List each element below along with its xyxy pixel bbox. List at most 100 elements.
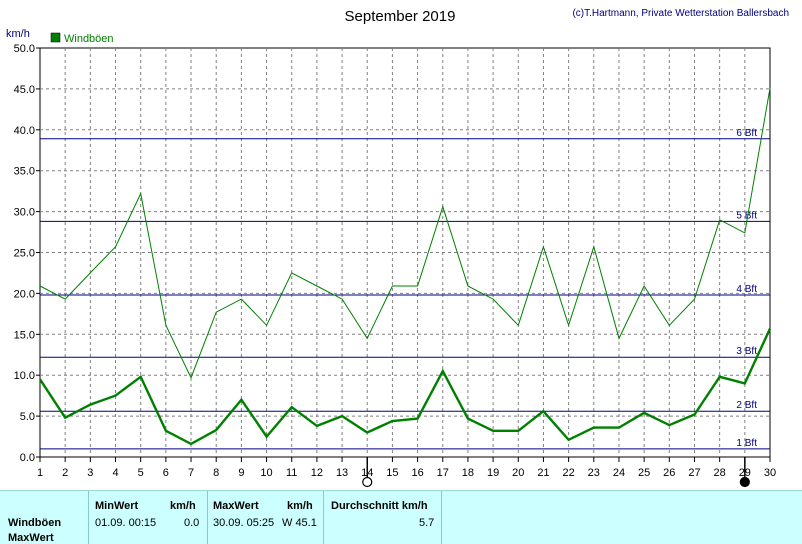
wind-gust-chart: September 2019 (c)T.Hartmann, Private We… xyxy=(6,8,789,488)
data-point xyxy=(517,429,520,432)
data-point xyxy=(265,324,268,327)
y-tick-label: 5.0 xyxy=(20,411,35,423)
data-point xyxy=(64,416,67,419)
x-tick-label: 1 xyxy=(37,467,43,479)
data-point xyxy=(39,285,42,288)
x-tick-label: 18 xyxy=(462,467,474,479)
data-point xyxy=(139,192,142,195)
data-point xyxy=(542,245,545,248)
beaufort-label: 1 Bft xyxy=(736,438,757,449)
data-point xyxy=(366,337,369,340)
data-point xyxy=(315,285,318,288)
x-tick-label: 10 xyxy=(260,467,272,479)
x-tick-label: 3 xyxy=(87,467,93,479)
stats-row-label-maxwert: MaxWert xyxy=(8,532,54,544)
data-point xyxy=(617,426,620,429)
y-tick-label: 50.0 xyxy=(14,43,35,55)
x-tick-label: 20 xyxy=(512,467,524,479)
x-tick-label: 8 xyxy=(213,467,219,479)
beaufort-label: 6 Bft xyxy=(736,128,757,139)
data-point xyxy=(693,298,696,301)
open-circle-marker xyxy=(362,476,373,488)
max-header: MaxWert xyxy=(213,500,259,512)
grid xyxy=(40,48,770,457)
data-point xyxy=(492,429,495,432)
data-point xyxy=(592,426,595,429)
stats-separator xyxy=(207,491,208,544)
beaufort-label: 2 Bft xyxy=(736,400,757,411)
chart-canvas: September 2019 (c)T.Hartmann, Private We… xyxy=(6,8,789,488)
data-point xyxy=(492,298,495,301)
data-point xyxy=(743,231,746,234)
data-point xyxy=(164,429,167,432)
legend-label: Windböen xyxy=(64,33,114,45)
data-point xyxy=(617,337,620,340)
data-point xyxy=(643,411,646,414)
data-point xyxy=(466,417,469,420)
x-tick-label: 11 xyxy=(286,467,297,479)
x-tick-label: 25 xyxy=(638,467,650,479)
data-point xyxy=(89,271,92,274)
data-point xyxy=(39,378,42,381)
x-tick-label: 16 xyxy=(411,467,423,479)
x-tick-label: 7 xyxy=(188,467,194,479)
max-date: 30.09. 05:25 xyxy=(213,517,275,529)
data-point xyxy=(341,298,344,301)
data-point xyxy=(668,424,671,427)
legend-swatch xyxy=(50,32,61,43)
data-point xyxy=(89,403,92,406)
data-point xyxy=(240,298,243,301)
y-tick-label: 15.0 xyxy=(14,329,35,341)
data-point xyxy=(643,285,646,288)
data-point xyxy=(567,438,570,441)
data-point xyxy=(668,324,671,327)
y-tick-label: 25.0 xyxy=(14,248,35,260)
stats-panel: Windböen MaxWert MinWert km/h 01.09. 00:… xyxy=(0,490,802,544)
min-value: 0.0 xyxy=(184,517,200,529)
data-point xyxy=(114,394,117,397)
x-tick-label: 27 xyxy=(688,467,700,479)
data-point xyxy=(366,431,369,434)
data-point xyxy=(290,271,293,274)
data-point xyxy=(416,285,419,288)
x-tick-label: 17 xyxy=(437,467,449,479)
data-point xyxy=(164,324,167,327)
x-tick-label: 2 xyxy=(62,467,68,479)
data-point xyxy=(718,218,721,221)
data-point xyxy=(215,311,218,314)
y-tick-label: 10.0 xyxy=(14,370,35,382)
stats-separator xyxy=(323,491,324,544)
x-tick-label: 26 xyxy=(663,467,675,479)
beaufort-label: 5 Bft xyxy=(736,210,757,221)
y-tick-label: 30.0 xyxy=(14,207,35,219)
data-point xyxy=(190,376,193,379)
avg-header: Durchschnitt km/h xyxy=(331,500,428,512)
min-unit: km/h xyxy=(170,500,196,512)
min-date: 01.09. 00:15 xyxy=(95,517,157,529)
y-tick-label: 35.0 xyxy=(14,166,35,178)
data-point xyxy=(315,424,318,427)
data-point xyxy=(769,327,772,330)
data-point xyxy=(190,442,193,445)
data-point xyxy=(391,285,394,288)
series-layer xyxy=(38,88,772,446)
series-line-windboeen xyxy=(39,88,771,379)
y-tick-label: 45.0 xyxy=(14,84,35,96)
data-point xyxy=(290,406,293,409)
x-tick-label: 28 xyxy=(714,467,726,479)
stats-separator xyxy=(88,491,89,544)
data-point xyxy=(240,398,243,401)
beaufort-label: 3 Bft xyxy=(736,346,757,357)
x-tick-label: 15 xyxy=(386,467,398,479)
data-point xyxy=(441,205,444,208)
max-unit: km/h xyxy=(287,500,313,512)
data-point xyxy=(114,245,117,248)
x-tick-label: 22 xyxy=(562,467,574,479)
data-point xyxy=(416,417,419,420)
stats-row-label-windboeen: Windböen xyxy=(8,517,62,529)
data-point xyxy=(215,429,218,432)
data-point xyxy=(718,375,721,378)
data-point xyxy=(441,370,444,373)
avg-value: 5.7 xyxy=(419,517,435,529)
x-tick-label: 23 xyxy=(588,467,600,479)
